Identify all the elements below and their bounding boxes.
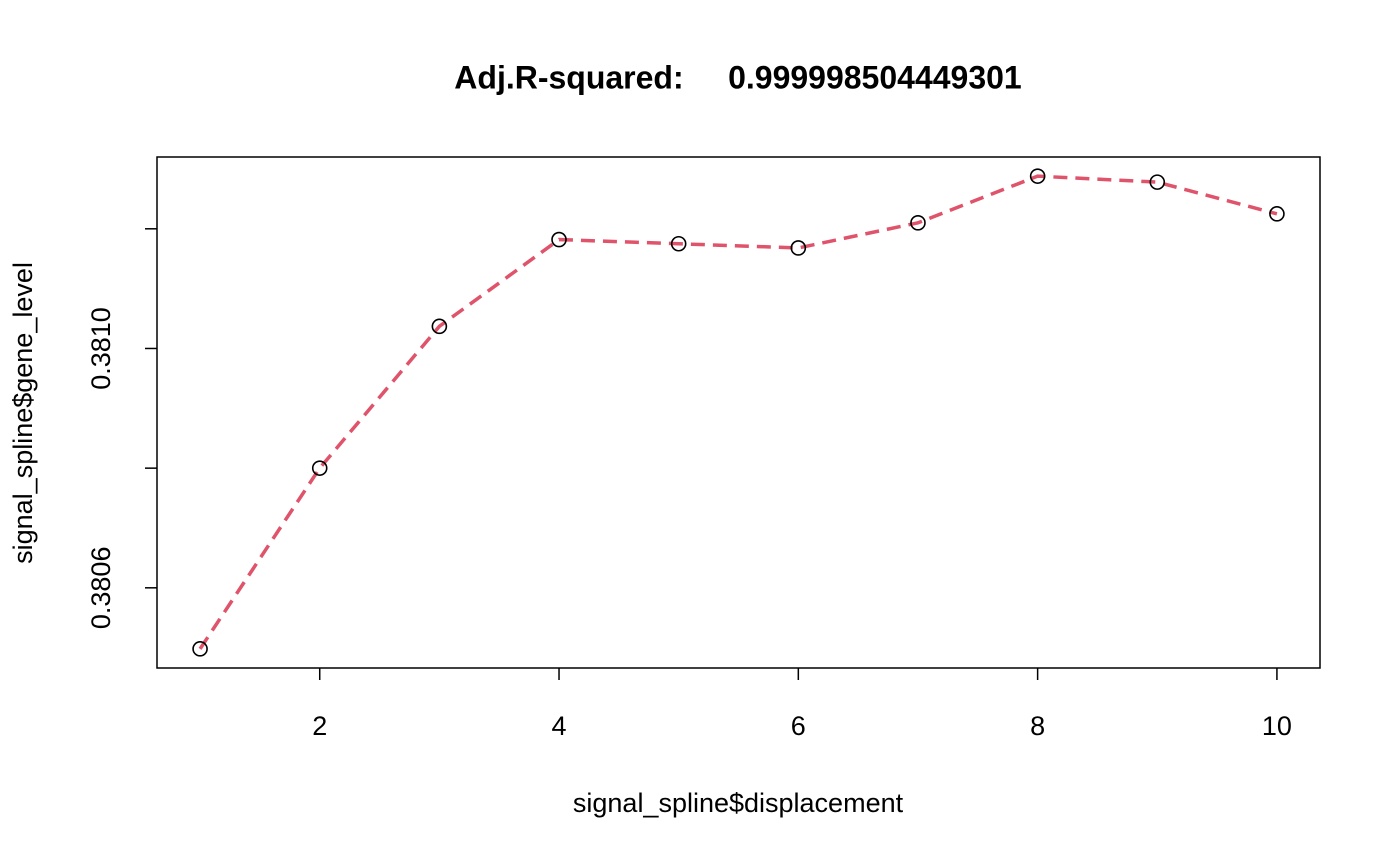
y-tick-label: 0.3806 (86, 547, 116, 630)
data-point (431, 318, 448, 335)
y-axis-label: signal_spline$gene_level (8, 262, 38, 564)
x-tick-label: 6 (791, 711, 806, 741)
data-point (790, 240, 807, 256)
x-axis-label: signal_spline$displacement (573, 788, 904, 818)
plot-frame (156, 156, 1321, 669)
data-point (1269, 206, 1285, 222)
data-point (311, 460, 328, 476)
data-point (670, 235, 687, 252)
data-line (198, 174, 1278, 650)
x-tick-label: 4 (552, 711, 567, 741)
x-tick-label: 10 (1262, 711, 1292, 741)
data-point (1029, 168, 1046, 184)
data-point (551, 231, 567, 248)
data-point (192, 641, 208, 657)
chart-title: Adj.R-squared: 0.999998504449301 (454, 59, 1021, 95)
data-point (910, 215, 926, 231)
data-point (1149, 174, 1166, 190)
x-tick-label: 8 (1030, 711, 1045, 741)
y-tick-label: 0.3810 (86, 307, 116, 390)
x-tick-label: 2 (312, 711, 327, 741)
